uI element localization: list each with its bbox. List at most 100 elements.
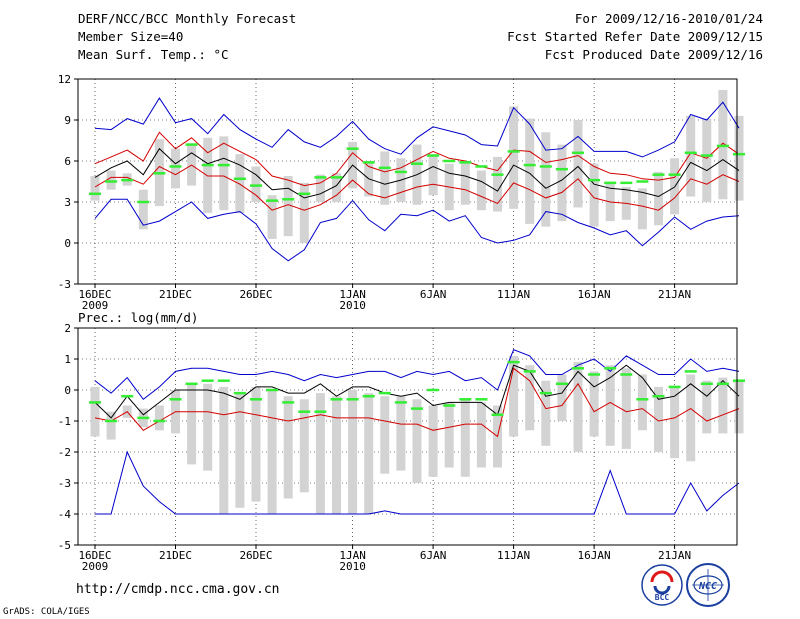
range-box xyxy=(509,106,519,209)
y-tick-label: -1 xyxy=(58,415,71,428)
x-tick-label: 21DEC xyxy=(159,549,192,562)
range-box xyxy=(412,399,422,483)
range-box xyxy=(734,115,744,201)
range-box xyxy=(557,144,567,222)
range-box xyxy=(654,386,663,452)
max-line xyxy=(94,97,740,158)
range-box xyxy=(654,171,663,226)
range-box xyxy=(283,396,293,499)
start-date: Fcst Started Refer Date 2009/12/15 xyxy=(507,29,763,44)
range-box xyxy=(589,163,599,227)
range-box xyxy=(686,115,696,197)
y-tick-label: 12 xyxy=(58,73,71,86)
y-tick-label: 0 xyxy=(64,384,71,397)
x-tick-label: 11JAN xyxy=(497,549,530,562)
range-box xyxy=(702,380,712,434)
mean-line xyxy=(94,364,740,419)
lower-line xyxy=(94,367,740,438)
y-tick-label: -3 xyxy=(58,477,71,490)
max-line xyxy=(94,349,740,401)
x-tick-label: 16DEC xyxy=(78,549,111,562)
range-box xyxy=(187,143,197,186)
range-box xyxy=(138,189,148,230)
bcc-logo-text: BCC xyxy=(655,593,670,602)
range-box xyxy=(315,393,325,514)
range-box xyxy=(444,402,454,468)
x-tick-year: 2009 xyxy=(82,299,109,312)
range-box xyxy=(573,362,583,452)
range-box xyxy=(315,174,325,202)
range-box xyxy=(734,380,744,434)
y-tick-label: 1 xyxy=(64,353,71,366)
range-box xyxy=(718,89,728,200)
y-tick-label: 6 xyxy=(64,155,71,168)
range-box xyxy=(106,411,116,440)
range-box xyxy=(589,371,599,437)
range-box xyxy=(171,148,180,189)
range-box xyxy=(90,386,100,437)
range-box xyxy=(670,386,680,459)
range-box xyxy=(573,120,583,208)
range-box xyxy=(187,383,197,465)
range-box xyxy=(332,173,341,202)
min-line xyxy=(95,450,740,515)
ncc-logo: NCC xyxy=(686,563,730,607)
x-tick-label: 1JAN xyxy=(339,288,366,301)
y-tick-label: 2 xyxy=(64,322,71,335)
range-box xyxy=(637,188,647,230)
range-box xyxy=(428,405,438,477)
x-tick-label: 6JAN xyxy=(420,288,447,301)
variable-label: Mean Surf. Temp.: °C xyxy=(78,47,229,62)
range-box xyxy=(106,170,116,190)
range-box xyxy=(702,118,712,202)
x-tick-year: 2010 xyxy=(339,299,366,312)
range-box xyxy=(203,137,213,213)
footer-url[interactable]: http://cmdp.ncc.cma.gov.cn xyxy=(76,582,280,597)
range-box xyxy=(299,182,309,243)
range-box xyxy=(621,368,631,449)
range-box xyxy=(203,383,213,471)
chart-title: DERF/NCC/BCC Monthly Forecast xyxy=(78,11,297,26)
x-tick-label: 26DEC xyxy=(239,288,272,301)
x-tick-label: 6JAN xyxy=(420,549,447,562)
y-tick-label: 3 xyxy=(64,196,71,209)
range-box xyxy=(718,377,728,434)
range-box xyxy=(396,396,406,471)
range-box xyxy=(332,396,341,514)
y-tick-label: -3 xyxy=(58,278,71,291)
y-tick-label: -2 xyxy=(58,446,71,459)
range-box xyxy=(283,176,293,237)
range-box xyxy=(299,399,309,493)
x-tick-label: 1JAN xyxy=(339,549,366,562)
range-box xyxy=(267,195,277,239)
x-tick-label: 21JAN xyxy=(658,549,691,562)
x-tick-label: 11JAN xyxy=(497,288,530,301)
x-tick-year: 2009 xyxy=(82,560,109,573)
range-box xyxy=(493,156,502,212)
range-box xyxy=(686,374,696,462)
precip-label: Prec.: log(mm/d) xyxy=(78,310,199,325)
grads-credit: GrADS: COLA/IGES xyxy=(3,607,90,617)
produced-date: Fcst Produced Date 2009/12/16 xyxy=(544,47,763,62)
range-box xyxy=(154,405,164,431)
range-box xyxy=(557,374,567,421)
range-box xyxy=(235,393,245,508)
range-box xyxy=(235,154,245,213)
range-box xyxy=(267,390,277,514)
x-tick-label: 16JAN xyxy=(578,288,611,301)
range-box xyxy=(525,365,535,431)
y-tick-label: 0 xyxy=(64,237,71,250)
upper-line xyxy=(94,131,740,187)
range-box xyxy=(460,161,470,205)
y-tick-label: 9 xyxy=(64,114,71,127)
x-tick-label: 16JAN xyxy=(578,549,611,562)
member-size: Member Size=40 xyxy=(78,29,184,44)
range-box xyxy=(219,386,229,514)
range-box xyxy=(348,390,358,514)
bcc-logo: BCC xyxy=(641,564,683,606)
range-box xyxy=(380,151,390,205)
range-box xyxy=(380,396,390,474)
range-box xyxy=(637,374,647,431)
